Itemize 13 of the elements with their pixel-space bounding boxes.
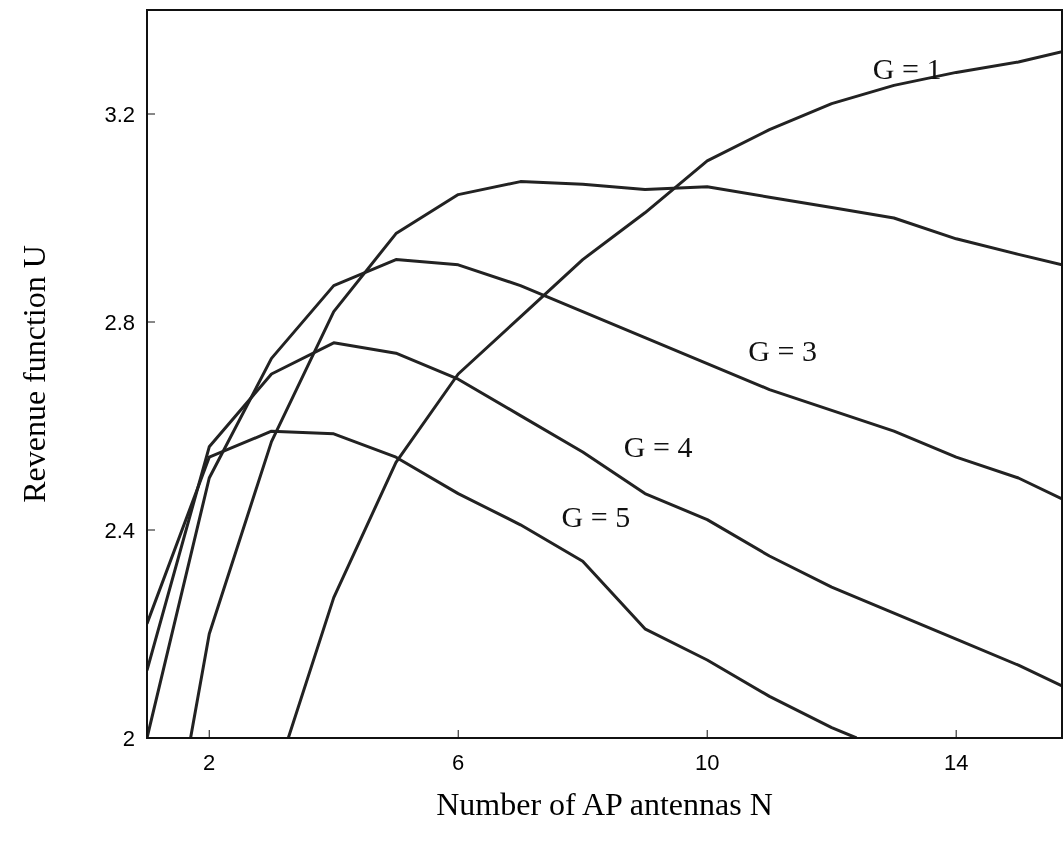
y-tick-label: 2.4 <box>104 518 135 543</box>
y-tick-label: 2.8 <box>104 310 135 335</box>
x-tick-label: 6 <box>452 750 465 775</box>
x-tick-label: 14 <box>943 750 969 775</box>
y-axis-title: Revenue function U <box>16 245 52 503</box>
series-label: G = 4 <box>623 429 693 463</box>
x-tick-label: 10 <box>694 750 720 775</box>
y-tick-label: 2 <box>122 726 135 751</box>
y-tick-label: 3.2 <box>104 102 135 127</box>
series-label: G = 3 <box>748 333 817 367</box>
x-tick-label: 2 <box>203 750 216 775</box>
series-label: G = 5 <box>561 500 631 533</box>
x-axis-title: Number of AP antennas N <box>436 786 773 822</box>
